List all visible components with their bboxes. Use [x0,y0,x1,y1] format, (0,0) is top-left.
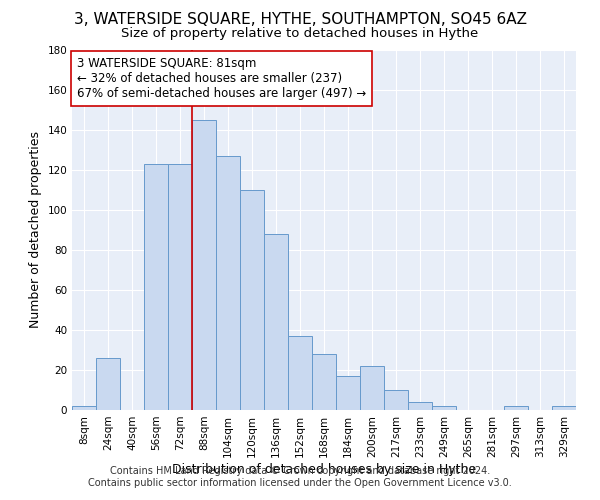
Bar [360,366,384,410]
Y-axis label: Number of detached properties: Number of detached properties [29,132,42,328]
Bar [408,402,432,410]
Text: Contains HM Land Registry data © Crown copyright and database right 2024.: Contains HM Land Registry data © Crown c… [110,466,490,476]
Bar [288,336,312,410]
Bar [336,376,360,410]
Bar [192,120,216,410]
Text: 3, WATERSIDE SQUARE, HYTHE, SOUTHAMPTON, SO45 6AZ: 3, WATERSIDE SQUARE, HYTHE, SOUTHAMPTON,… [74,12,527,28]
Bar [144,164,168,410]
Bar [384,390,408,410]
X-axis label: Distribution of detached houses by size in Hythe: Distribution of detached houses by size … [172,462,476,475]
Bar [504,406,528,410]
Bar [168,164,192,410]
Text: 3 WATERSIDE SQUARE: 81sqm
← 32% of detached houses are smaller (237)
67% of semi: 3 WATERSIDE SQUARE: 81sqm ← 32% of detac… [77,57,366,100]
Text: Contains public sector information licensed under the Open Government Licence v3: Contains public sector information licen… [88,478,512,488]
Text: Size of property relative to detached houses in Hythe: Size of property relative to detached ho… [121,28,479,40]
Bar [264,234,288,410]
Bar [72,406,96,410]
Bar [432,406,456,410]
Bar [552,406,576,410]
Bar [216,156,240,410]
Bar [240,190,264,410]
Bar [96,358,120,410]
Bar [312,354,336,410]
